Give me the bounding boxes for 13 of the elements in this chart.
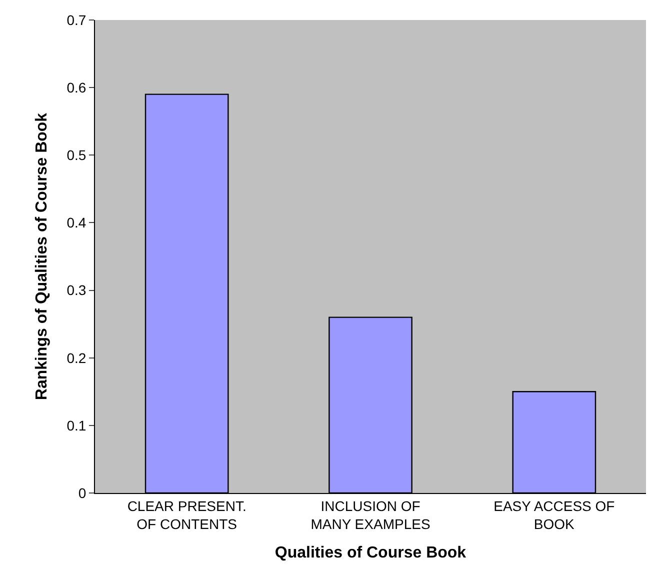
x-axis-title: Qualities of Course Book [274,544,466,562]
y-tick-label: 0 [78,484,86,501]
y-tick-label: 0.6 [66,79,86,96]
y-tick-label: 0.3 [66,282,86,298]
x-tick-label: CLEAR PRESENT. OF CONTENTS [127,498,246,532]
y-tick-label: 0.2 [66,350,86,366]
x-tick-label: EASY ACCESS OF BOOK [494,498,615,532]
y-tick-label: 0.1 [66,417,86,434]
x-tick-label: INCLUSION OF MANY EXAMPLES [310,498,430,532]
y-axis-title: Rankings of Qualities of Course Book [34,112,51,400]
y-tick-label: 0.5 [66,147,86,164]
y-tick-label: 0.4 [66,214,86,231]
y-tick-label: 0.7 [66,12,86,28]
